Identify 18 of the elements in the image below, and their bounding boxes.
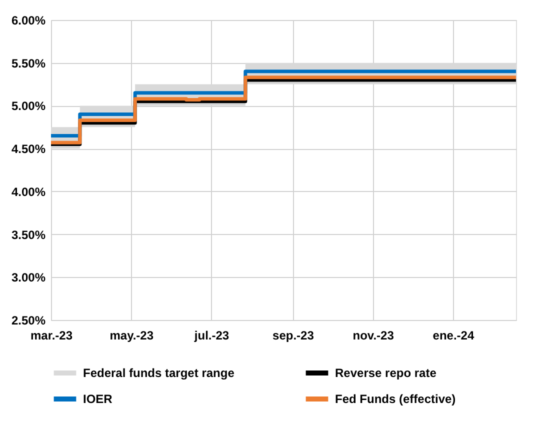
- y-tick-label: 2.50%: [11, 314, 46, 328]
- y-tick-label: 5.50%: [11, 56, 46, 70]
- legend-label: Federal funds target range: [83, 366, 235, 380]
- x-tick-label: may.-23: [110, 328, 154, 342]
- y-tick-label: 4.00%: [11, 184, 46, 199]
- legend-label: Fed Funds (effective): [335, 392, 456, 406]
- x-tick-label: mar.-23: [30, 328, 73, 342]
- legend-label: Reverse repo rate: [335, 366, 437, 380]
- x-tick-label: jul.-23: [193, 328, 230, 342]
- y-tick-label: 4.50%: [11, 142, 46, 156]
- x-tick-label: nov.-23: [352, 328, 394, 342]
- legend-label: IOER: [83, 392, 113, 406]
- y-tick-label: 3.50%: [11, 228, 46, 242]
- y-tick-label: 3.00%: [11, 270, 46, 285]
- x-tick-label: sep.-23: [272, 328, 314, 342]
- y-tick-label: 6.00%: [11, 14, 46, 28]
- x-tick-label: ene.-24: [432, 328, 474, 342]
- y-tick-label: 5.00%: [11, 99, 46, 114]
